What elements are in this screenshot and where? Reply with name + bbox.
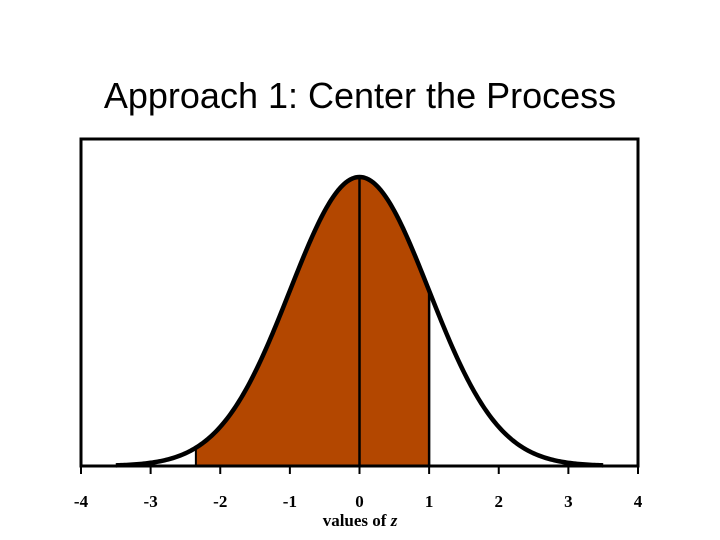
x-tick-label: -1 [283, 492, 297, 511]
density-curve [115, 174, 604, 468]
x-tick-label: 3 [564, 492, 573, 511]
x-tick-label: -2 [213, 492, 227, 511]
slide-title: Approach 1: Center the Process [103, 75, 617, 116]
x-axis-label: values of z [323, 511, 398, 530]
shaded-area [195, 177, 430, 466]
x-tick-label: 1 [425, 492, 434, 511]
x-tick-label: -4 [74, 492, 89, 511]
x-tick-label: 4 [634, 492, 643, 511]
x-axis-label-variable: z [390, 511, 398, 530]
x-axis-label-text: values of [323, 511, 391, 530]
x-tick-label: -3 [144, 492, 158, 511]
x-tick-label: 2 [495, 492, 504, 511]
x-axis-ticks: -4 -3 -2 -1 0 1 2 3 4 [74, 466, 643, 511]
x-tick-label: 0 [355, 492, 364, 511]
